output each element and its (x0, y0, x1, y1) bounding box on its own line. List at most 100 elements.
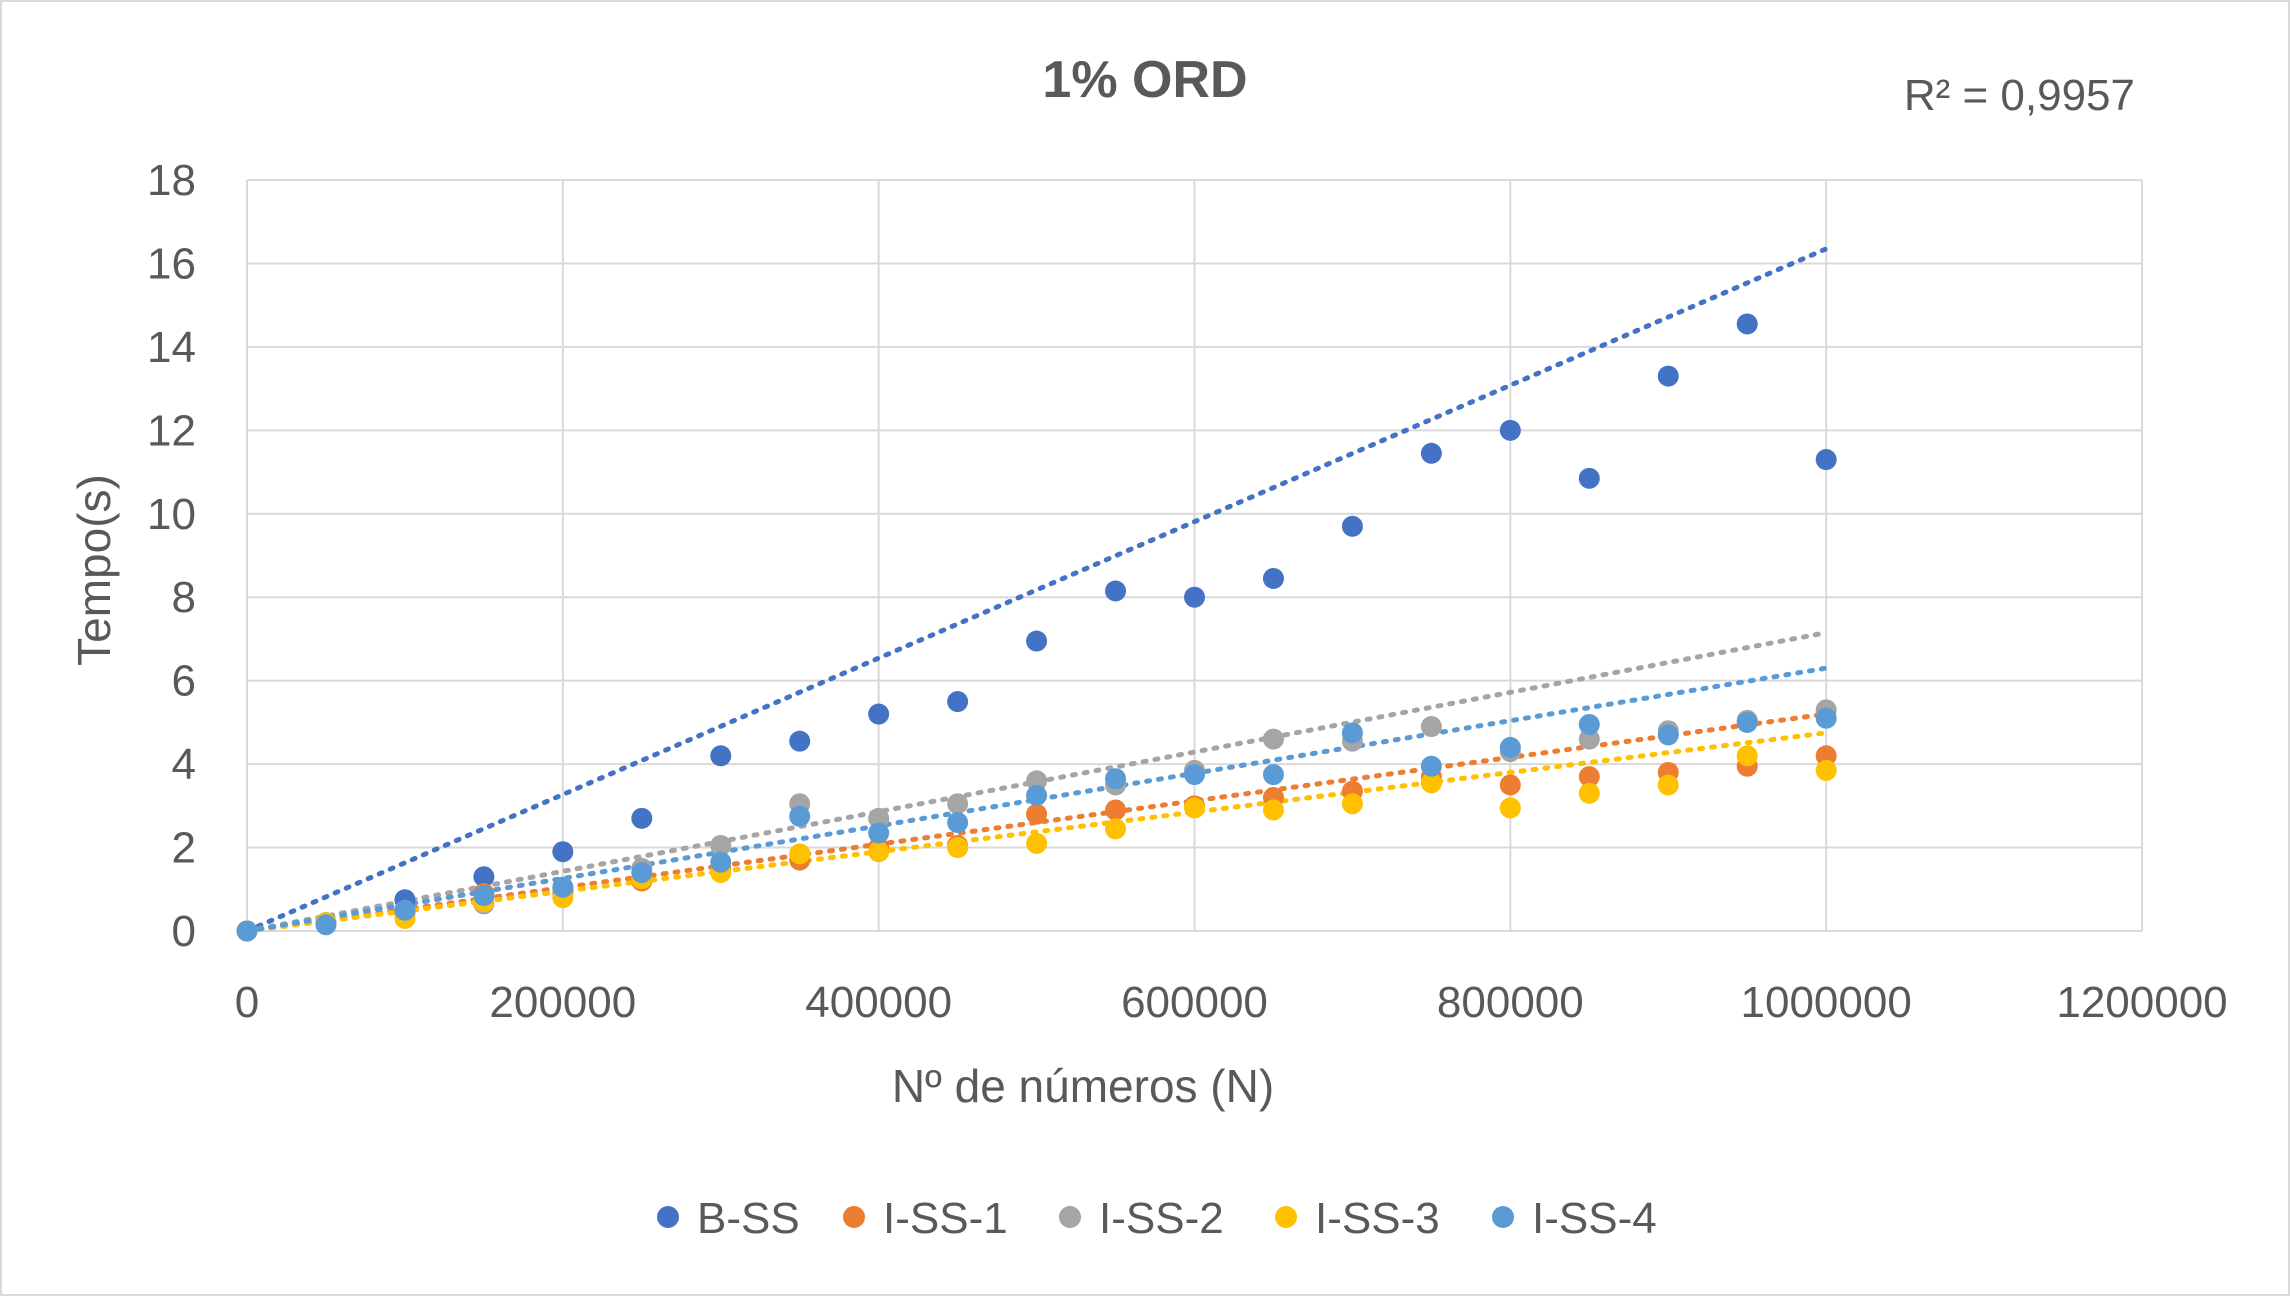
data-point (947, 691, 969, 713)
legend-item-i-ss-4: I-SS-4 (1492, 1194, 1657, 1243)
data-point (1341, 722, 1363, 744)
y-tick-label: 0 (172, 907, 196, 956)
y-axis-title: Tempo(s) (68, 474, 120, 666)
legend-item-b-ss: B-SS (657, 1194, 800, 1243)
data-point (710, 851, 732, 873)
data-point (710, 745, 732, 767)
data-point (1657, 365, 1679, 387)
x-tick-labels: 0 200000 400000 600000 800000 1000000 1200000 (235, 978, 2228, 1027)
x-axis-title: Nº de números (N) (892, 1060, 1274, 1112)
legend-marker (1059, 1206, 1081, 1228)
legend-item-i-ss-2: I-SS-2 (1059, 1194, 1224, 1243)
data-point (789, 805, 811, 827)
data-point (789, 843, 811, 865)
x-tick-label: 1000000 (1741, 978, 1912, 1027)
data-point (1026, 832, 1048, 854)
data-point (868, 841, 890, 863)
data-point (552, 841, 574, 863)
data-points (236, 313, 1837, 942)
data-point (1420, 442, 1442, 464)
data-point (315, 914, 337, 936)
data-point (1026, 784, 1048, 806)
y-tick-label: 4 (172, 740, 196, 789)
x-tick-label: 600000 (1121, 978, 1268, 1027)
data-point (1499, 797, 1521, 819)
x-tick-label: 800000 (1437, 978, 1584, 1027)
data-point (1262, 728, 1284, 750)
legend-marker (843, 1206, 865, 1228)
data-point (1184, 586, 1205, 608)
data-point (868, 822, 890, 844)
y-tick-label: 16 (147, 239, 196, 288)
data-point (1499, 736, 1521, 758)
data-point (1184, 797, 1205, 819)
data-point (1026, 630, 1048, 652)
data-point (1815, 745, 1837, 767)
x-tick-label: 400000 (805, 978, 952, 1027)
y-tick-label: 2 (172, 824, 196, 873)
data-point (631, 862, 653, 884)
data-point (1420, 716, 1442, 738)
data-point (1657, 774, 1679, 796)
legend-marker (1275, 1206, 1297, 1228)
data-point (1657, 724, 1679, 746)
data-point (789, 730, 811, 752)
r-squared-label: R² = 0,9957 (1904, 71, 2135, 120)
data-point (1736, 711, 1758, 733)
data-point (1499, 419, 1521, 441)
x-tick-label: 200000 (489, 978, 636, 1027)
legend-item-i-ss-1: I-SS-1 (843, 1194, 1008, 1243)
data-point (236, 920, 258, 942)
legend-label: I-SS-4 (1532, 1194, 1657, 1243)
data-point (1420, 772, 1442, 794)
data-point (1262, 799, 1284, 821)
trendline-b-ss (244, 246, 1829, 934)
data-point (1341, 793, 1363, 815)
data-point (947, 837, 969, 859)
data-point (1262, 567, 1284, 589)
data-point (1262, 764, 1284, 786)
series-i-ss-4 (236, 707, 1837, 942)
data-point (947, 793, 969, 815)
data-point (1105, 799, 1127, 821)
data-point (1815, 759, 1837, 781)
legend-label: B-SS (697, 1194, 800, 1243)
data-point (1578, 728, 1600, 750)
data-point (868, 807, 890, 829)
data-point (1026, 770, 1048, 792)
trendline-i-ss-3 (244, 730, 1829, 934)
data-point (1105, 768, 1127, 790)
data-point (552, 876, 574, 898)
y-tick-label: 18 (147, 156, 196, 205)
data-point (631, 807, 653, 829)
data-point (1105, 818, 1127, 840)
data-point (473, 885, 495, 907)
data-point (1578, 782, 1600, 804)
y-tick-label: 14 (147, 323, 196, 372)
data-point (1578, 766, 1600, 788)
y-tick-labels: 0 2 4 6 8 10 12 14 16 18 (147, 156, 196, 956)
data-point (1420, 755, 1442, 777)
y-tick-label: 12 (147, 406, 196, 455)
legend-marker (657, 1206, 679, 1228)
data-point (394, 899, 416, 921)
legend-label: I-SS-1 (883, 1194, 1008, 1243)
data-point (1499, 774, 1521, 796)
data-point (1736, 313, 1758, 335)
x-tick-label: 0 (235, 978, 259, 1027)
data-point (1184, 764, 1205, 786)
data-point (1736, 745, 1758, 767)
trendlines (244, 246, 1829, 934)
y-tick-label: 6 (172, 657, 196, 706)
data-point (473, 866, 495, 888)
trendline-i-ss-4 (244, 665, 1829, 934)
legend: B-SS I-SS-1 I-SS-2 I-SS-3 I-SS-4 (657, 1194, 1657, 1243)
data-point (947, 812, 969, 834)
legend-item-i-ss-3: I-SS-3 (1275, 1194, 1440, 1243)
chart-title: 1% ORD (1042, 51, 1247, 109)
data-point (710, 834, 732, 856)
data-point (1341, 515, 1363, 537)
data-point (1815, 449, 1837, 471)
